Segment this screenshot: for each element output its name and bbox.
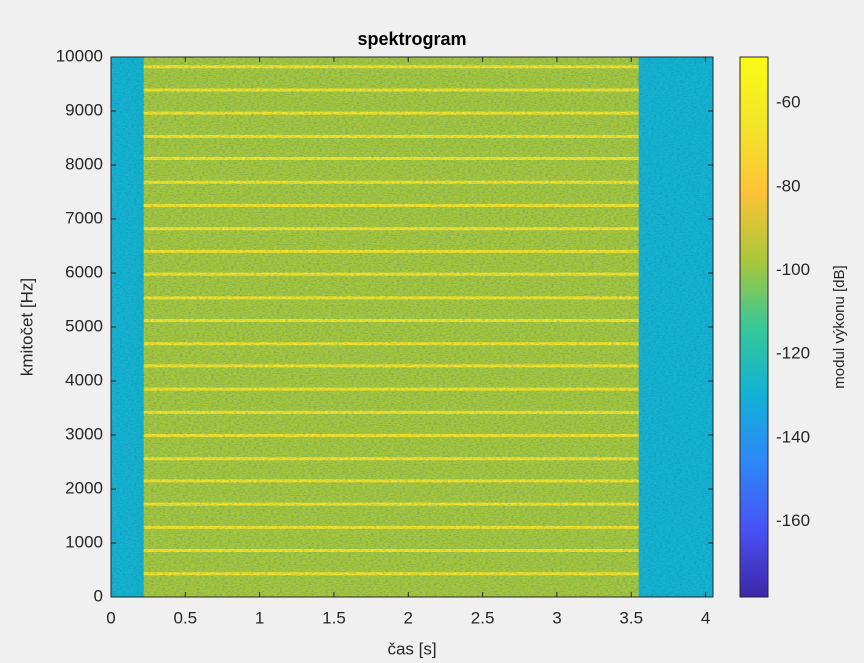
y-tick-label: 10000	[56, 46, 103, 65]
colorbar-tick-label: -120	[776, 344, 810, 363]
x-tick-label: 0.5	[174, 608, 198, 627]
colorbar-tick-label: -160	[776, 511, 810, 530]
y-tick-label: 7000	[65, 208, 103, 227]
x-tick-label: 4	[701, 608, 710, 627]
y-tick-label: 0	[94, 586, 103, 605]
x-tick-label: 2	[404, 608, 413, 627]
y-tick-label: 8000	[65, 154, 103, 173]
y-tick-label: 2000	[65, 478, 103, 497]
x-tick-label: 1	[255, 608, 264, 627]
chart-title: spektrogram	[357, 29, 466, 49]
colorbar-tick-label: -140	[776, 427, 810, 446]
colorbar-tick-label: -100	[776, 260, 810, 279]
colorbar-label: modul výkonu [dB]	[831, 265, 848, 388]
y-tick-label: 3000	[65, 424, 103, 443]
colorbar-tick-label: -60	[776, 93, 801, 112]
x-tick-label: 0	[106, 608, 115, 627]
colorbar	[739, 56, 769, 598]
y-tick-label: 9000	[65, 100, 103, 119]
y-axis-label: kmitočet [Hz]	[17, 278, 36, 376]
x-axis-label: čas [s]	[387, 639, 436, 658]
noise-texture	[111, 57, 713, 597]
y-tick-label: 5000	[65, 316, 103, 335]
x-tick-label: 3	[552, 608, 561, 627]
x-tick-label: 3.5	[619, 608, 643, 627]
y-tick-label: 4000	[65, 370, 103, 389]
axes: 0 0.5 1 1.5 2 2.5 3 3.5 4 0 1000 2000 3000 4000 5000 60…	[56, 46, 810, 627]
y-tick-label: 1000	[65, 532, 103, 551]
colorbar-tick-label: -80	[776, 176, 801, 195]
y-tick-label: 6000	[65, 262, 103, 281]
x-tick-label: 2.5	[471, 608, 495, 627]
x-tick-label: 1.5	[322, 608, 346, 627]
